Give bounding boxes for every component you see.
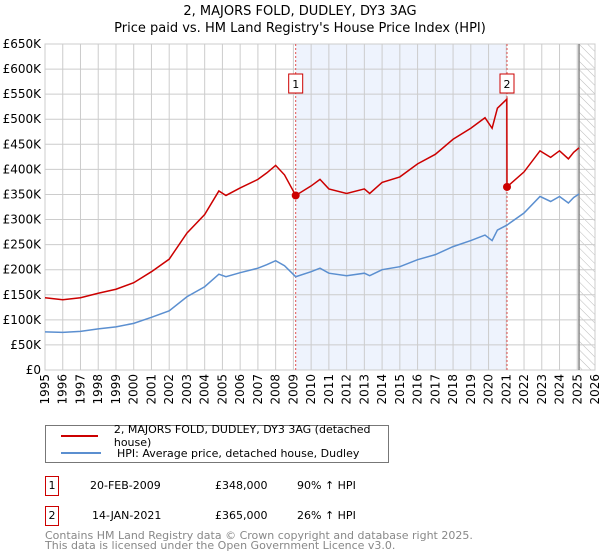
x-tick-label: 2014 (375, 374, 389, 405)
y-tick-label: £550K (3, 87, 43, 101)
sale-hpi-change: 90% ↑ HPI (297, 479, 356, 492)
x-tick-label: 2013 (357, 374, 371, 405)
x-tick-label: 2008 (269, 374, 283, 405)
ownership-period-shade (295, 44, 507, 370)
chart-subtitle: Price paid vs. HM Land Registry's House … (114, 21, 486, 36)
x-tick-label: 2009 (286, 374, 300, 405)
x-tick-label: 2022 (517, 374, 531, 405)
sale-price: £348,000 (215, 479, 268, 492)
sale-marker-box: 2 (45, 506, 59, 526)
hpi-line (44, 193, 580, 334)
y-tick-label: £350K (3, 187, 43, 201)
footer-line1: Contains HM Land Registry data © Crown c… (45, 529, 473, 542)
x-tick-label: 2003 (180, 374, 194, 405)
legend-property-swatch (61, 435, 98, 437)
x-tick-label: 1998 (91, 374, 105, 405)
x-tick-label: 2015 (393, 374, 407, 405)
x-tick-label: 2021 (499, 374, 513, 405)
x-tick-label: 2002 (162, 374, 176, 405)
legend-hpi-swatch (61, 452, 101, 454)
x-tick-label: 2012 (340, 374, 354, 405)
y-tick-label: £400K (3, 162, 43, 176)
x-tick-label: 2010 (304, 374, 318, 405)
sale-date: 20-FEB-2009 (90, 479, 161, 492)
x-tick-label: 1999 (109, 374, 123, 405)
x-tick-label: 2026 (588, 374, 600, 405)
sale-point (291, 191, 300, 200)
x-tick-label: 2017 (428, 374, 442, 405)
y-tick-label: £50K (10, 338, 42, 352)
y-tick-label: £300K (3, 213, 43, 227)
y-tick-label: £100K (3, 313, 43, 327)
footer: Contains HM Land Registry data © Crown c… (45, 529, 473, 552)
legend: 2, MAJORS FOLD, DUDLEY, DY3 3AG (detache… (45, 423, 389, 463)
x-tick-label: 2020 (482, 374, 496, 405)
x-tick-label: 2011 (322, 374, 336, 405)
x-tick-label: 2007 (251, 374, 265, 405)
sale-row: 2 14-JAN-2021 £365,000 26% ↑ HPI (45, 506, 445, 526)
sale-point (503, 182, 511, 191)
plot-border (44, 43, 596, 371)
sale-price: £365,000 (215, 509, 268, 522)
y-tick-label: £650K (3, 37, 43, 51)
y-tick-label: £500K (3, 112, 43, 126)
x-tick-label: 1996 (56, 374, 70, 405)
y-tick-label: £600K (3, 62, 43, 76)
sale-date: 14-JAN-2021 (92, 509, 162, 522)
footer-line2: This data is licensed under the Open Gov… (45, 539, 396, 552)
sale-marker-box (499, 73, 515, 94)
y-tick-label: £200K (3, 263, 43, 277)
chart-title: 2, MAJORS FOLD, DUDLEY, DY3 3AG (183, 4, 417, 19)
y-tick-label: £150K (3, 288, 43, 302)
sale-hpi-change: 26% ↑ HPI (297, 509, 356, 522)
forecast-hatch (579, 44, 595, 370)
legend-hpi-label: HPI: Average price, detached house, Dudl… (117, 446, 360, 460)
x-tick-label: 2005 (215, 374, 229, 405)
x-tick-label: 1995 (38, 374, 52, 405)
x-tick-label: 2006 (233, 374, 247, 405)
y-tick-label: £250K (3, 238, 43, 252)
x-tick-label: 2000 (127, 374, 141, 405)
x-tick-label: 2001 (144, 374, 158, 405)
sale-marker-box: 1 (45, 476, 59, 496)
sale-marker-box (288, 73, 304, 94)
x-tick-label: 2004 (198, 374, 212, 405)
sale-marker-label: 2 (504, 78, 511, 91)
x-tick-label: 2019 (464, 374, 478, 405)
legend-property-label: 2, MAJORS FOLD, DUDLEY, DY3 3AG (detache… (113, 423, 371, 449)
y-tick-label: £450K (3, 137, 43, 151)
sale-row: 1 20-FEB-2009 £348,000 90% ↑ HPI (45, 476, 445, 496)
sale-marker-label: 1 (292, 78, 299, 91)
x-tick-label: 2024 (553, 374, 567, 405)
x-tick-label: 2023 (535, 374, 549, 405)
plot-area: £0 £50K £100K £150K £200K £250K £300K £350K £400… (3, 37, 600, 405)
y-tick-label: £0 (26, 363, 41, 377)
x-tick-label: 2018 (446, 374, 460, 405)
x-tick-label: 1997 (73, 374, 87, 405)
x-tick-label: 2025 (570, 374, 584, 405)
x-tick-label: 2016 (411, 374, 425, 405)
